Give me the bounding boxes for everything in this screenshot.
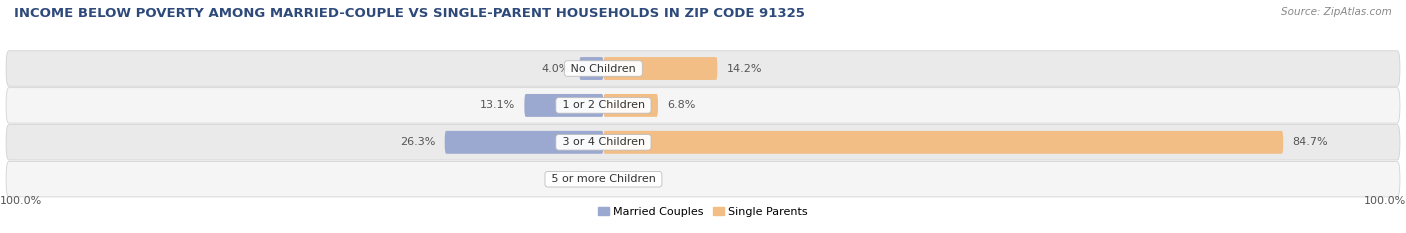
Text: 26.3%: 26.3% xyxy=(401,137,436,147)
Text: 13.1%: 13.1% xyxy=(479,100,516,110)
FancyBboxPatch shape xyxy=(444,131,603,154)
FancyBboxPatch shape xyxy=(603,57,717,80)
FancyBboxPatch shape xyxy=(6,161,1400,197)
FancyBboxPatch shape xyxy=(524,94,603,117)
Text: 5 or more Children: 5 or more Children xyxy=(548,174,659,184)
Text: 0.0%: 0.0% xyxy=(613,174,641,184)
Text: 6.8%: 6.8% xyxy=(666,100,696,110)
Legend: Married Couples, Single Parents: Married Couples, Single Parents xyxy=(596,205,810,219)
Text: 14.2%: 14.2% xyxy=(727,64,762,73)
FancyBboxPatch shape xyxy=(6,125,1400,160)
Text: 1 or 2 Children: 1 or 2 Children xyxy=(558,100,648,110)
Text: 0.0%: 0.0% xyxy=(567,174,595,184)
FancyBboxPatch shape xyxy=(579,57,603,80)
Text: 100.0%: 100.0% xyxy=(0,196,42,206)
Text: 100.0%: 100.0% xyxy=(1364,196,1406,206)
Text: 4.0%: 4.0% xyxy=(541,64,571,73)
Text: Source: ZipAtlas.com: Source: ZipAtlas.com xyxy=(1281,7,1392,17)
Text: 84.7%: 84.7% xyxy=(1292,137,1327,147)
Text: No Children: No Children xyxy=(567,64,640,73)
Text: 3 or 4 Children: 3 or 4 Children xyxy=(558,137,648,147)
FancyBboxPatch shape xyxy=(6,51,1400,86)
FancyBboxPatch shape xyxy=(603,94,658,117)
FancyBboxPatch shape xyxy=(6,88,1400,123)
FancyBboxPatch shape xyxy=(603,131,1284,154)
Text: INCOME BELOW POVERTY AMONG MARRIED-COUPLE VS SINGLE-PARENT HOUSEHOLDS IN ZIP COD: INCOME BELOW POVERTY AMONG MARRIED-COUPL… xyxy=(14,7,804,20)
